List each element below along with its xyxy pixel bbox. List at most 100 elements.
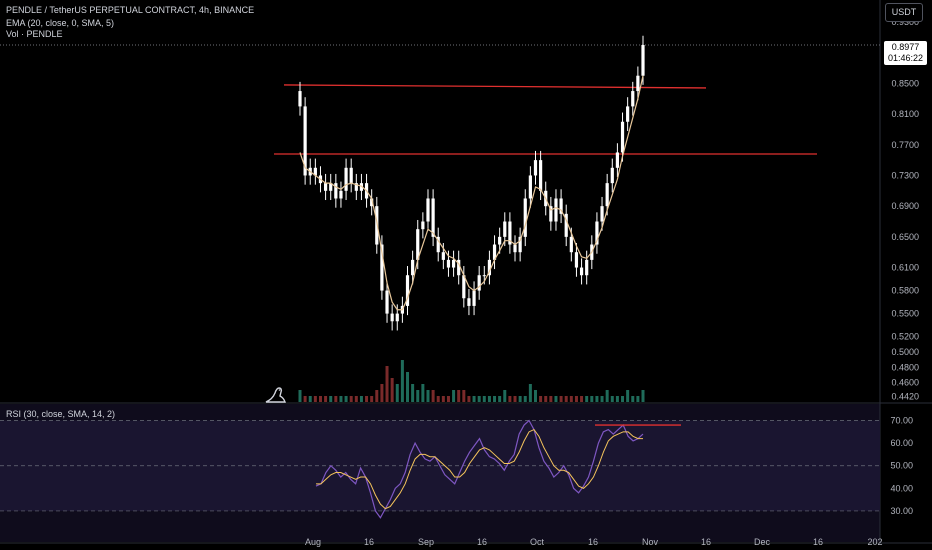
rsi-line — [315, 419, 644, 519]
price-tick-label: 0.6100 — [891, 263, 919, 273]
volume-bar — [375, 390, 379, 402]
volume-bar — [411, 384, 415, 402]
candle-body — [421, 221, 425, 230]
time-tick-label: 202 — [867, 537, 882, 547]
candle-body — [579, 267, 584, 276]
volume-bar — [329, 396, 333, 402]
volume-bar — [467, 396, 471, 402]
volume-bar — [610, 396, 614, 402]
last-price-tag: 0.8977 01:46:22 — [884, 41, 927, 65]
price-tick-label: 0.8100 — [891, 109, 919, 119]
volume-bar — [498, 396, 502, 402]
rsi-legend: RSI (30, close, SMA, 14, 2) — [6, 409, 116, 419]
volume-bar — [349, 396, 353, 402]
tradingview-logo-icon — [265, 387, 286, 403]
candle-body — [615, 152, 620, 168]
volume-bar — [605, 390, 609, 402]
volume-bar — [334, 396, 338, 402]
candle-body — [416, 229, 420, 260]
volume-bar — [595, 396, 599, 402]
time-tick-label: Sep — [418, 537, 434, 547]
volume-bar — [298, 390, 302, 402]
time-tick-label: 16 — [588, 537, 598, 547]
candle-body — [559, 198, 563, 214]
volume-bar — [313, 396, 317, 402]
volume-bar — [457, 390, 461, 402]
volume-bar — [564, 396, 568, 402]
currency-button[interactable]: USDT — [885, 3, 923, 22]
candle-body — [503, 221, 507, 237]
last-price-value: 0.8977 — [891, 42, 920, 52]
price-tick-label: 0.8500 — [891, 78, 919, 88]
volume-bar — [518, 396, 522, 402]
candle-body — [605, 183, 609, 207]
candle-body — [487, 259, 492, 276]
candle-body — [323, 183, 328, 191]
candle-body — [600, 206, 604, 222]
candle-body — [626, 106, 630, 122]
volume-bar — [446, 396, 450, 402]
candle-body — [539, 160, 543, 191]
candle-body — [492, 244, 497, 260]
candle-body — [411, 259, 415, 276]
candle-body — [462, 275, 466, 299]
price-tick-label: 0.9300 — [891, 17, 919, 27]
rsi-tick-label: 70.00 — [890, 416, 913, 426]
time-tick-label: Aug — [305, 537, 321, 547]
candle-body — [595, 221, 599, 245]
ema-line — [299, 75, 644, 311]
volume-bar — [544, 396, 548, 402]
volume-bar — [452, 390, 456, 402]
candle-body — [508, 221, 512, 245]
candle-body — [446, 259, 451, 268]
symbol-title: PENDLE / TetherUS PERPETUAL CONTRACT, 4h… — [6, 5, 255, 15]
candle-body — [610, 167, 614, 184]
candle-body — [298, 91, 302, 107]
volume-bar — [380, 384, 384, 402]
volume-bar — [477, 396, 481, 402]
candle-body — [349, 167, 353, 184]
volume-bar — [365, 396, 369, 402]
volume-bar — [569, 396, 573, 402]
volume-bar — [303, 396, 307, 402]
candle-body — [549, 206, 553, 222]
candle-body — [620, 121, 625, 153]
time-tick-label: Oct — [530, 537, 545, 547]
volume-bar — [359, 396, 363, 402]
candle-body — [390, 313, 394, 322]
volume-bar — [580, 396, 584, 402]
rsi-tick-label: 40.00 — [890, 483, 913, 493]
candle-body — [426, 198, 430, 222]
candle-body — [513, 244, 517, 253]
candle-body — [451, 259, 456, 268]
price-tick-label: 0.6500 — [891, 232, 919, 242]
volume-bar — [421, 384, 425, 402]
time-tick-label: 16 — [477, 537, 487, 547]
candle-body — [518, 236, 522, 253]
volume-bar — [528, 384, 532, 402]
volume-bar — [621, 396, 625, 402]
price-tick-label: 0.7700 — [891, 140, 919, 150]
volume-bar — [631, 396, 635, 402]
volume-bar — [641, 390, 645, 402]
candle-body — [472, 290, 476, 306]
candle-body — [405, 275, 410, 306]
candle-body — [585, 259, 589, 276]
candle-body — [436, 236, 440, 253]
volume-bar — [318, 396, 322, 402]
volume-bar — [585, 396, 589, 402]
candle-body — [344, 167, 348, 191]
candle-body — [354, 183, 358, 191]
candle-body — [385, 290, 389, 314]
candle-body — [303, 106, 307, 176]
volume-bar — [406, 372, 410, 402]
volume-bar — [308, 396, 312, 402]
rsi-tick-label: 50.00 — [890, 461, 913, 471]
candle-body — [631, 91, 635, 107]
rsi-tick-label: 60.00 — [890, 438, 913, 448]
countdown-value: 01:46:22 — [887, 53, 924, 63]
time-tick-label: Nov — [642, 537, 659, 547]
candle-body — [395, 313, 399, 322]
candle-body — [380, 244, 384, 291]
